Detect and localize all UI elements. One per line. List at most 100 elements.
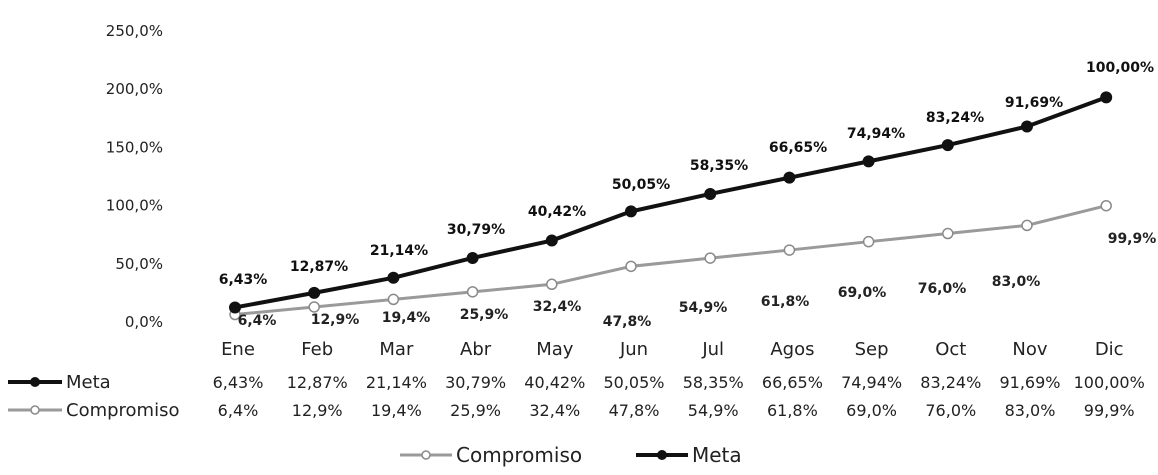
data-table-cell: 30,79% <box>445 373 506 392</box>
data-table-series-name: Compromiso <box>66 400 179 421</box>
x-category-label: Mar <box>379 339 414 360</box>
meta-point <box>1100 91 1113 104</box>
x-category-label: Sep <box>855 339 889 360</box>
meta-data-label: 6,43% <box>219 272 268 288</box>
data-table-cell: 74,94% <box>841 373 902 392</box>
data-table-cell: 83,0% <box>1005 401 1056 420</box>
series-compromiso: 6,4% 12,9% 19,4% 25,9% 32,4% 47,8% 54,9% 61,8% 6… <box>229 199 1157 330</box>
data-table-cell: 66,65% <box>762 373 823 392</box>
data-table-cell: 40,42% <box>524 373 585 392</box>
data-table-cell: 47,8% <box>609 401 660 420</box>
y-tick-label: 50,0% <box>115 255 163 273</box>
compromiso-data-label: 69,0% <box>838 285 887 301</box>
x-category-label: Jun <box>619 339 648 360</box>
meta-data-label: 30,79% <box>447 222 505 238</box>
data-table-cell: 91,69% <box>999 373 1060 392</box>
y-tick-label: 0,0% <box>125 313 163 331</box>
data-table-cell: 61,8% <box>767 401 818 420</box>
data-table-cell: 19,4% <box>371 401 422 420</box>
x-category-label: May <box>536 339 574 360</box>
compromiso-key-marker <box>30 405 40 415</box>
data-table-cell: 6,4% <box>218 401 259 420</box>
data-table-cell: 32,4% <box>529 401 580 420</box>
meta-data-label: 83,24% <box>926 110 984 126</box>
meta-point <box>308 286 321 299</box>
meta-point <box>941 139 954 152</box>
compromiso-point <box>308 301 320 313</box>
y-tick-label: 200,0% <box>106 80 163 98</box>
compromiso-point <box>1021 219 1033 232</box>
data-table-cell: 6,43% <box>213 373 264 392</box>
meta-point <box>783 171 796 184</box>
meta-data-label: 66,65% <box>769 140 827 156</box>
meta-point <box>387 271 400 284</box>
meta-data-label: 91,69% <box>1005 95 1063 111</box>
meta-data-label: 74,94% <box>847 126 905 142</box>
meta-data-label: 21,14% <box>370 243 428 259</box>
compromiso-point <box>862 235 875 248</box>
y-tick-label: 100,0% <box>106 197 163 215</box>
compromiso-point <box>625 260 637 273</box>
x-category-label: Abr <box>460 339 492 360</box>
y-axis: 0,0% 50,0% 100,0% 150,0% 200,0% 250,0% <box>106 22 163 331</box>
compromiso-point <box>466 286 479 298</box>
x-category-label: Nov <box>1012 339 1047 360</box>
compromiso-line <box>234 204 1107 317</box>
y-tick-label: 250,0% <box>106 22 163 40</box>
compromiso-point <box>1100 199 1112 212</box>
x-category-label: Dic <box>1095 339 1124 360</box>
compromiso-point <box>942 227 954 240</box>
x-category-label: Oct <box>935 339 966 360</box>
legend-compromiso-marker <box>421 450 431 460</box>
meta-line <box>234 95 1107 310</box>
data-table-cell: 100,00% <box>1074 373 1145 392</box>
meta-data-label: 100,00% <box>1086 60 1154 76</box>
data-table-series-name: Meta <box>66 372 111 393</box>
compromiso-data-label: 61,8% <box>761 294 810 310</box>
compromiso-point <box>387 293 400 306</box>
compromiso-point <box>783 244 796 256</box>
compromiso-data-label: 32,4% <box>533 299 582 315</box>
data-table-cell: 21,14% <box>366 373 427 392</box>
meta-point <box>704 187 717 200</box>
compromiso-data-label: 19,4% <box>382 310 431 326</box>
compromiso-data-label: 83,0% <box>992 274 1041 290</box>
x-category-label: Feb <box>301 339 333 360</box>
data-table-cell: 12,9% <box>292 401 343 420</box>
series-meta: 6,43% 12,87% 21,14% 30,79% 40,42% 50,05% 58,35… <box>219 60 1154 314</box>
data-table-cell: 50,05% <box>603 373 664 392</box>
data-table: Meta 6,43% 12,87% 21,14% 30,79% 40,42% 50,05% 5… <box>8 372 1145 421</box>
meta-key-marker <box>30 377 40 387</box>
data-table-cell: 83,24% <box>920 373 981 392</box>
meta-data-label: 50,05% <box>612 177 670 193</box>
data-table-cell: 99,9% <box>1084 401 1135 420</box>
meta-data-label: 12,87% <box>290 259 348 275</box>
meta-point <box>466 251 479 264</box>
meta-point <box>229 301 241 314</box>
compromiso-data-label: 76,0% <box>918 281 967 297</box>
legend: Compromiso Meta <box>400 443 742 467</box>
meta-point <box>862 155 875 168</box>
meta-data-label: 40,42% <box>528 204 586 220</box>
compromiso-point <box>546 278 558 291</box>
data-table-cell: 76,0% <box>925 401 976 420</box>
compromiso-point <box>704 252 716 264</box>
meta-point <box>1021 120 1033 133</box>
y-tick-label: 150,0% <box>106 138 163 156</box>
compromiso-data-label: 25,9% <box>460 307 509 323</box>
data-table-cell: 54,9% <box>688 401 739 420</box>
compromiso-data-label: 6,4% <box>238 313 277 329</box>
meta-data-label: 58,35% <box>690 158 748 174</box>
x-axis: Ene Feb Mar Abr May Jun Jul Agos Sep Oct Nov Dic <box>221 339 1124 360</box>
meta-point <box>625 205 637 218</box>
compromiso-data-label: 99,9% <box>1108 231 1157 247</box>
data-table-cell: 25,9% <box>450 401 501 420</box>
legend-meta-marker <box>657 450 667 460</box>
meta-point <box>545 234 558 247</box>
compromiso-data-label: 12,9% <box>311 312 360 328</box>
data-table-cell: 69,0% <box>846 401 897 420</box>
x-category-label: Ene <box>221 339 255 360</box>
compromiso-data-label: 47,8% <box>603 314 652 330</box>
compromiso-data-label: 54,9% <box>679 300 728 316</box>
